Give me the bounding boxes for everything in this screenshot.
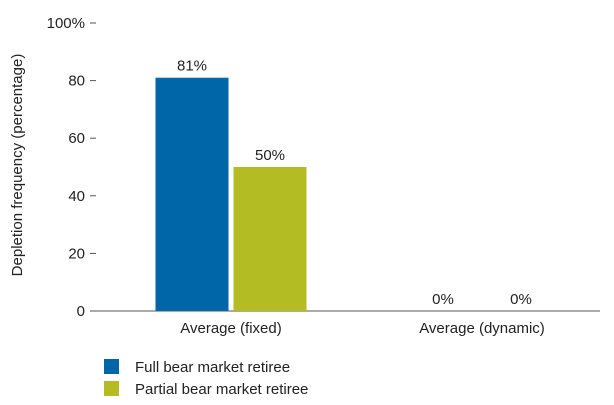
legend: Full bear market retiree Partial bear mar… bbox=[104, 359, 308, 398]
data-labels-group: 81% 50% 0% 0% bbox=[177, 58, 532, 308]
bar-partial-0 bbox=[233, 167, 307, 311]
y-tick-label: 0 bbox=[77, 303, 85, 320]
bar-full-0 bbox=[155, 77, 229, 311]
data-label: 0% bbox=[432, 291, 454, 308]
bars-group bbox=[155, 77, 307, 311]
legend-swatch bbox=[104, 381, 119, 396]
data-label: 50% bbox=[255, 147, 285, 164]
y-tick-label: 80 bbox=[68, 73, 85, 90]
x-category-label: Average (dynamic) bbox=[419, 320, 545, 337]
y-axis-title: Depletion frequency (percentage) bbox=[9, 54, 26, 277]
y-tick-label: 40 bbox=[68, 188, 85, 205]
y-tick-label: 20 bbox=[68, 245, 85, 262]
data-label: 0% bbox=[510, 291, 532, 308]
x-category-label: Average (fixed) bbox=[180, 320, 281, 337]
legend-label: Partial bear market retiree bbox=[135, 381, 308, 398]
legend-swatch bbox=[104, 359, 119, 374]
x-axis-categories: Average (fixed) Average (dynamic) bbox=[180, 320, 545, 337]
y-axis: 0 20 40 60 80 100% bbox=[47, 15, 96, 320]
legend-label: Full bear market retiree bbox=[135, 359, 290, 376]
y-tick-label: 60 bbox=[68, 130, 85, 147]
y-tick-label: 100% bbox=[47, 15, 85, 32]
data-label: 81% bbox=[177, 58, 207, 75]
